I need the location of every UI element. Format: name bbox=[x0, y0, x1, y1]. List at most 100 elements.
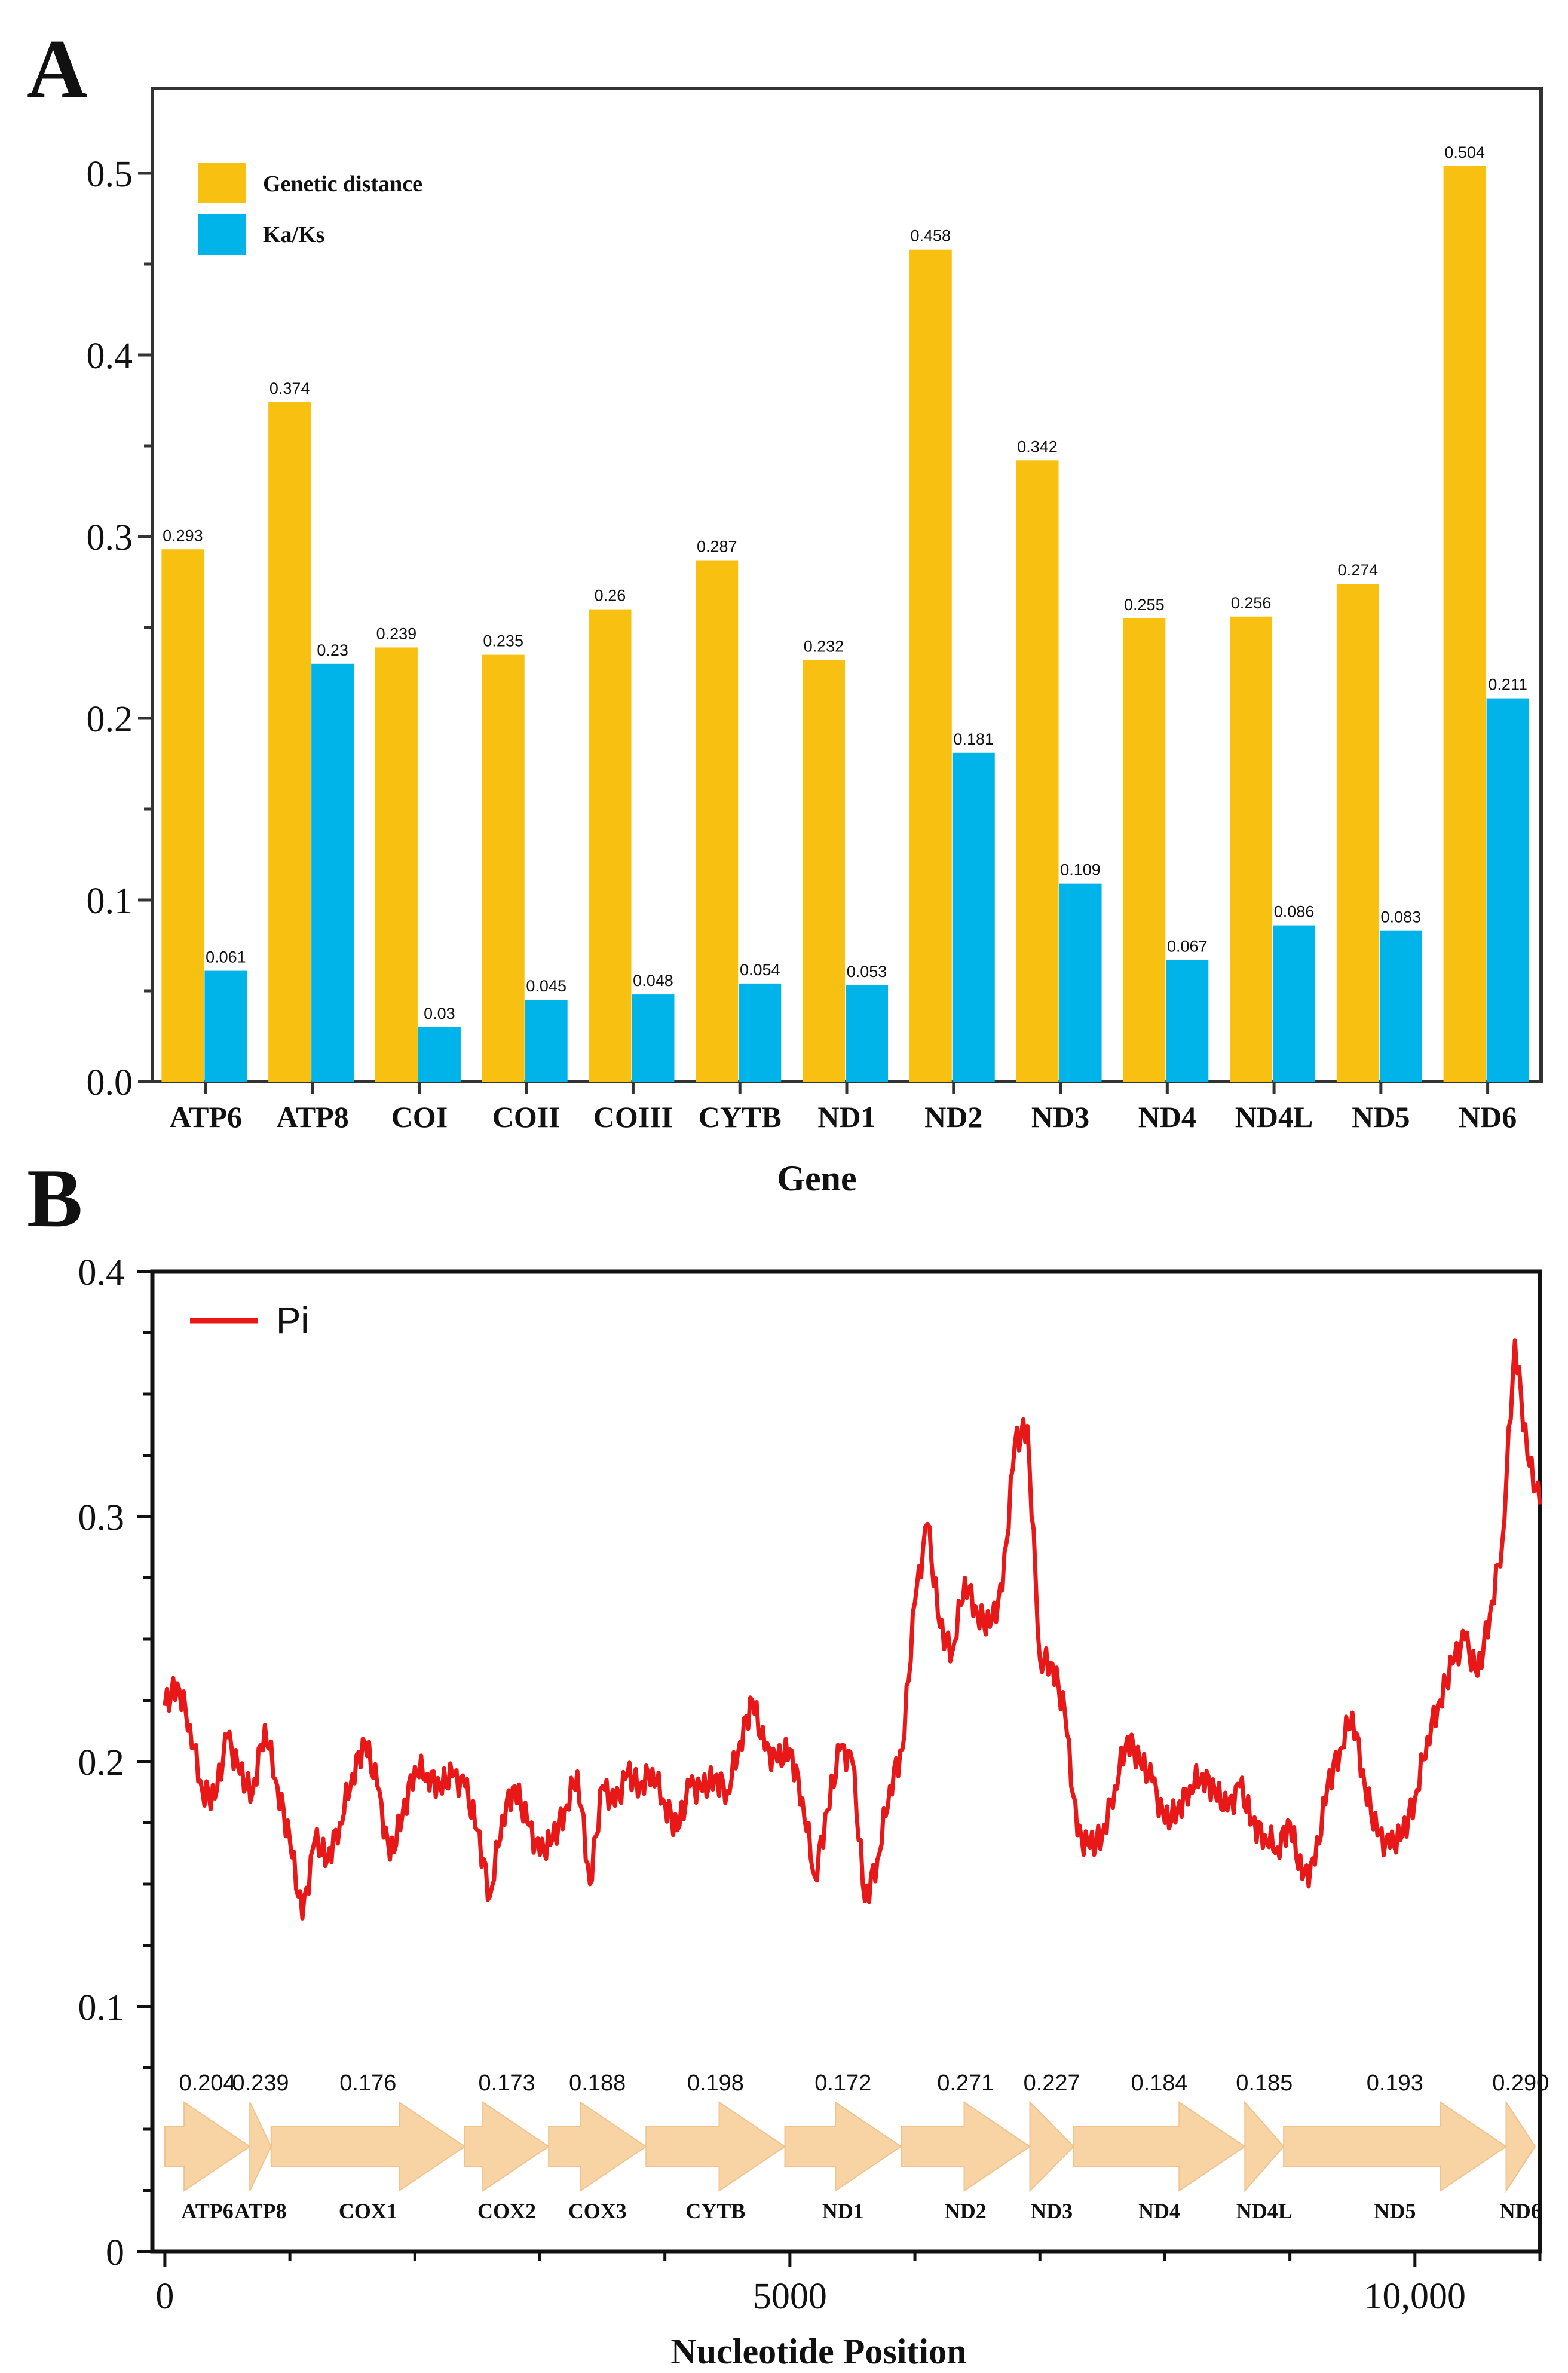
bar-ka-ks-atp6 bbox=[204, 970, 247, 1082]
gene-pi-value-nd1: 0.172 bbox=[814, 2071, 871, 2096]
bar-value-label: 0.061 bbox=[206, 948, 246, 966]
y-tick-label: 0.3 bbox=[78, 1498, 125, 1538]
x-tick-label-coi: COI bbox=[391, 1100, 448, 1134]
bar-genetic-distance-atp6 bbox=[161, 549, 204, 1082]
gene-arrow-atp8 bbox=[249, 2102, 272, 2191]
bar-value-label: 0.274 bbox=[1338, 561, 1379, 579]
legend-swatch-ka-ks bbox=[198, 214, 246, 255]
gene-arrow-atp6 bbox=[164, 2101, 251, 2192]
y-tick-label: 0.2 bbox=[87, 699, 133, 740]
bar-ka-ks-nd4 bbox=[1166, 960, 1209, 1082]
line-chart: 0 0.1 0.2 0.3 0.4 0 5000 10,000 0.204 ATP6 0.239… bbox=[78, 1253, 1549, 2371]
bar-value-label: 0.504 bbox=[1444, 143, 1485, 161]
x-tick-label-atp6: ATP6 bbox=[170, 1100, 242, 1134]
gene-label-atp8: ATP8 bbox=[234, 2199, 286, 2223]
gene-label-cytb: CYTB bbox=[685, 2199, 745, 2223]
gene-arrow-nd6 bbox=[1505, 2100, 1536, 2193]
legend-label-ka-ks: Ka/Ks bbox=[263, 222, 324, 247]
x-tick-label-nd6: ND6 bbox=[1459, 1100, 1517, 1134]
panel-a-letter: A bbox=[27, 23, 87, 115]
gene-pi-value-nd3: 0.227 bbox=[1024, 2071, 1080, 2096]
x-tick-label-nd4l: ND4L bbox=[1235, 1100, 1313, 1134]
bar-ka-ks-nd4l bbox=[1273, 925, 1316, 1082]
gene-pi-value-nd6: 0.290 bbox=[1492, 2071, 1549, 2096]
gene-pi-value-cox2: 0.173 bbox=[479, 2071, 535, 2096]
y-tick-label: 0.1 bbox=[78, 1988, 125, 2028]
gene-arrow-nd5 bbox=[1283, 2101, 1508, 2192]
gene-arrow-cox1 bbox=[270, 2101, 466, 2192]
bar-genetic-distance-nd1 bbox=[803, 660, 845, 1082]
y-tick-label: 0.0 bbox=[87, 1063, 133, 1103]
x-tick-label-coiii: COIII bbox=[593, 1100, 673, 1134]
x-tick-label-coii: COII bbox=[492, 1100, 561, 1134]
bar-value-label: 0.045 bbox=[526, 977, 566, 995]
legend-label-genetic-distance: Genetic distance bbox=[263, 172, 422, 197]
x-tick-label-atp8: ATP8 bbox=[277, 1100, 349, 1134]
gene-arrow-nd4 bbox=[1073, 2101, 1247, 2192]
bar-value-label: 0.235 bbox=[483, 632, 523, 650]
gene-label-cox2: COX2 bbox=[477, 2199, 536, 2223]
bar-value-label: 0.255 bbox=[1124, 596, 1165, 614]
y-tick-label: 0.3 bbox=[87, 518, 133, 558]
bar-ka-ks-nd5 bbox=[1379, 930, 1422, 1082]
bar-chart-legend: Genetic distance Ka/Ks bbox=[198, 163, 422, 255]
gene-label-nd2: ND2 bbox=[945, 2199, 987, 2223]
bar-ka-ks-nd1 bbox=[846, 985, 888, 1082]
gene-label-nd4: ND4 bbox=[1138, 2199, 1180, 2223]
gene-label-nd3: ND3 bbox=[1031, 2199, 1073, 2223]
legend-swatch-genetic-distance bbox=[198, 163, 246, 203]
bar-ka-ks-coii bbox=[525, 1000, 568, 1082]
gene-pi-value-nd4l: 0.185 bbox=[1236, 2071, 1293, 2096]
bar-ka-ks-nd6 bbox=[1486, 698, 1529, 1082]
bar-genetic-distance-coii bbox=[482, 654, 525, 1082]
bar-chart-y-axis: 0.0 0.1 0.2 0.3 0.4 0.5 bbox=[87, 154, 152, 1103]
bar-value-label: 0.048 bbox=[633, 972, 673, 990]
gene-pi-value-cox3: 0.188 bbox=[569, 2071, 626, 2096]
bar-genetic-distance-nd4l bbox=[1230, 616, 1273, 1082]
y-tick-label: 0 bbox=[106, 2233, 124, 2273]
gene-arrow-cytb bbox=[645, 2101, 786, 2192]
x-tick-label-nd5: ND5 bbox=[1352, 1100, 1410, 1134]
legend-label-pi: Pi bbox=[276, 1300, 309, 1342]
gene-pi-value-atp8: 0.239 bbox=[232, 2071, 289, 2096]
gene-pi-value-nd5: 0.193 bbox=[1367, 2071, 1423, 2096]
bar-value-label: 0.054 bbox=[740, 961, 780, 979]
bar-ka-ks-atp8 bbox=[311, 663, 354, 1082]
gene-arrow-cox3 bbox=[548, 2101, 648, 2192]
bar-value-label: 0.23 bbox=[317, 641, 348, 659]
bar-chart: 0.00.10.20.30.40.5 0.2930.0610.3740.230.… bbox=[87, 87, 1543, 1198]
gene-label-nd5: ND5 bbox=[1374, 2199, 1416, 2223]
bar-value-label: 0.181 bbox=[953, 730, 994, 748]
bar-value-label: 0.26 bbox=[595, 587, 626, 605]
bar-value-label: 0.232 bbox=[804, 638, 844, 656]
gene-pi-value-nd4: 0.184 bbox=[1131, 2071, 1187, 2096]
bar-chart-bars: 0.293 0.061 0.374 0.23 0.239 0.03 0.235 0.045 0.… bbox=[161, 143, 1529, 1082]
gene-pi-value-cytb: 0.198 bbox=[687, 2071, 744, 2096]
bar-value-label: 0.083 bbox=[1381, 908, 1422, 926]
bar-genetic-distance-nd3 bbox=[1016, 460, 1059, 1082]
gene-label-cox1: COX1 bbox=[339, 2199, 397, 2223]
x-tick-label-nd3: ND3 bbox=[1031, 1100, 1089, 1134]
x-tick-label-nd1: ND1 bbox=[817, 1100, 875, 1134]
gene-label-atp6: ATP6 bbox=[181, 2199, 233, 2223]
bar-value-label: 0.03 bbox=[424, 1005, 455, 1022]
gene-label-nd1: ND1 bbox=[822, 2199, 864, 2223]
bar-chart-x-axis-title: Gene bbox=[777, 1159, 856, 1198]
gene-label-cox3: COX3 bbox=[568, 2199, 627, 2223]
x-tick-label-nd2: ND2 bbox=[924, 1100, 982, 1134]
x-tick-label: 0 bbox=[155, 2276, 174, 2317]
bar-chart-x-tick-labels: ATP6 ATP8 COI COII COIII CYTB ND1 ND2 ND3 ND4 ND4L… bbox=[170, 1082, 1517, 1134]
x-tick-label: 5000 bbox=[753, 2276, 827, 2317]
gene-pi-value-atp6: 0.204 bbox=[179, 2071, 235, 2096]
line-chart-y-axis: 0 0.1 0.2 0.3 0.4 bbox=[78, 1253, 152, 2273]
y-tick-label: 0.2 bbox=[78, 1743, 125, 1783]
x-tick-label: 10,000 bbox=[1364, 2276, 1466, 2317]
x-tick-label-nd4: ND4 bbox=[1138, 1100, 1196, 1134]
x-tick-label-cytb: CYTB bbox=[699, 1100, 782, 1134]
pi-series-line bbox=[163, 1338, 1542, 1921]
y-tick-label: 0.4 bbox=[87, 336, 133, 376]
bar-value-label: 0.293 bbox=[163, 526, 203, 544]
gene-annotation-track: 0.204 ATP6 0.239 ATP8 0.176 COX1 0.173 COX2 0.18… bbox=[164, 2071, 1549, 2223]
gene-arrow-nd3 bbox=[1029, 2101, 1075, 2193]
